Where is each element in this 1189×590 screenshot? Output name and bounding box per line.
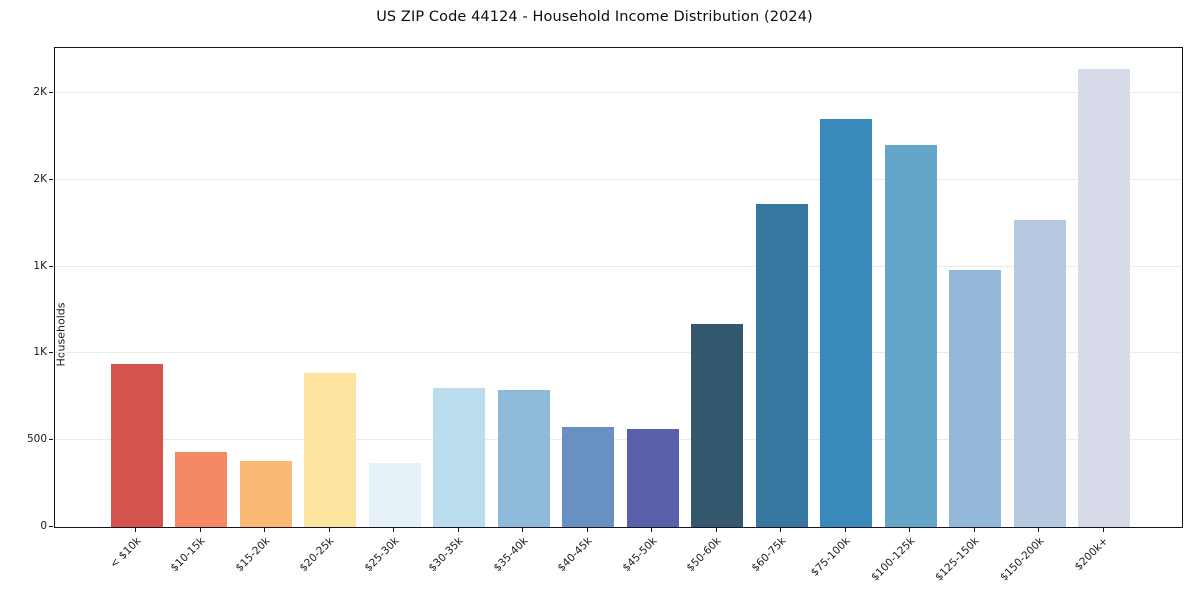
y-tick-mark	[49, 265, 53, 267]
y-tick-label: 0	[40, 520, 47, 532]
y-tick-label: 500	[26, 433, 47, 446]
income-bar	[820, 119, 872, 527]
x-tick-label: $75-100k	[808, 535, 853, 579]
income-bar	[433, 388, 485, 527]
y-tick-mark	[49, 352, 53, 354]
x-tick-mark	[135, 528, 136, 532]
income-bar	[755, 204, 808, 527]
income-bar	[949, 270, 1001, 527]
x-tick-mark	[909, 528, 910, 532]
income-bar	[110, 363, 163, 527]
income-bar	[562, 427, 614, 527]
x-tick-mark	[264, 528, 265, 532]
x-tick-label: $25-30k	[361, 535, 401, 575]
y-tick-mark	[49, 526, 53, 527]
x-tick-label: $10-15k	[168, 535, 208, 575]
x-tick-label: $20-25k	[297, 535, 337, 575]
gridline	[55, 92, 1182, 94]
x-tick-label: $30-35k	[426, 535, 466, 575]
income-bar	[175, 451, 227, 527]
chart-title: US ZIP Code 44124 - Household Income Dis…	[376, 9, 813, 25]
x-tick-mark	[199, 528, 201, 532]
income-bar	[497, 389, 550, 527]
x-tick-label: $60-75k	[748, 535, 788, 575]
x-tick-label: $125-150k	[932, 535, 982, 584]
x-tick-label: $45-50k	[619, 535, 659, 575]
x-tick-mark	[844, 528, 846, 532]
y-tick-mark	[49, 439, 53, 441]
gridline	[55, 352, 1182, 354]
x-tick-label: $35-40k	[490, 535, 530, 575]
x-tick-mark	[715, 528, 717, 532]
income-bar	[368, 462, 421, 527]
x-tick-mark	[457, 528, 459, 532]
x-tick-mark	[1038, 528, 1039, 532]
x-tick-label: $40-45k	[555, 535, 595, 575]
x-tick-mark	[780, 528, 781, 532]
y-axis-label: Households	[54, 302, 68, 367]
y-tick-label: 2K	[33, 86, 47, 99]
y-tick-label: 1K	[33, 259, 47, 272]
x-tick-mark	[328, 528, 330, 532]
gridline	[55, 265, 1182, 267]
x-tick-label: $200k+	[1072, 535, 1111, 573]
y-tick-mark	[49, 92, 53, 94]
income-bar	[626, 428, 679, 527]
gridline	[55, 178, 1182, 180]
x-tick-mark	[1102, 528, 1104, 532]
x-tick-mark	[651, 528, 652, 532]
y-tick-label: 1K	[33, 346, 47, 359]
income-bar	[1078, 68, 1130, 527]
gridline	[55, 439, 1182, 441]
x-tick-label: $50-60k	[684, 535, 724, 575]
plot-area: Households	[54, 47, 1183, 528]
y-tick-mark	[49, 178, 53, 180]
y-tick-label: 2K	[33, 172, 47, 185]
x-tick-label: < $10k	[107, 535, 143, 571]
x-tick-label: $100-125k	[868, 535, 917, 584]
income-bar	[1013, 219, 1066, 527]
x-tick-label: $150-200k	[997, 535, 1046, 584]
income-bar	[884, 145, 937, 527]
x-tick-mark	[522, 528, 523, 532]
x-tick-label: $15-20k	[232, 535, 272, 575]
income-bar	[304, 373, 356, 527]
income-bar	[691, 323, 743, 527]
x-tick-mark	[393, 528, 394, 532]
x-tick-mark	[973, 528, 975, 532]
income-bar	[239, 461, 292, 527]
x-tick-mark	[586, 528, 588, 532]
